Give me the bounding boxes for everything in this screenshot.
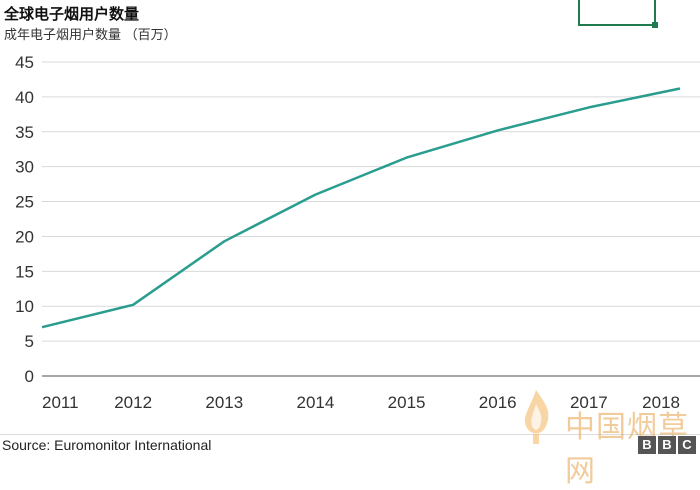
bbc-letter: B xyxy=(658,436,676,454)
x-tick-label: 2015 xyxy=(388,393,426,412)
x-tick-label: 2013 xyxy=(205,393,243,412)
y-tick-label: 5 xyxy=(25,332,34,351)
x-tick-label: 2014 xyxy=(297,393,335,412)
y-tick-label: 30 xyxy=(15,158,34,177)
x-tick-label: 2012 xyxy=(114,393,152,412)
y-tick-label: 0 xyxy=(25,367,34,386)
series-line xyxy=(42,89,680,328)
y-tick-label: 35 xyxy=(15,123,34,142)
y-tick-label: 40 xyxy=(15,88,34,107)
y-tick-labels: 0 5 10 15 20 25 30 35 40 45 xyxy=(15,53,34,386)
x-tick-label: 2011 xyxy=(42,393,79,412)
bbc-letter: B xyxy=(638,436,656,454)
bbc-letter: C xyxy=(678,436,696,454)
y-tick-label: 45 xyxy=(15,53,34,72)
watermark-flame-icon xyxy=(516,386,556,446)
grid-layer xyxy=(42,62,700,376)
line-chart: 0 5 10 15 20 25 30 35 40 45 2011 2012 2013 2014 2015 2… xyxy=(0,0,700,456)
bbc-logo: B B C xyxy=(638,436,696,454)
y-tick-label: 10 xyxy=(15,297,34,316)
x-tick-label: 2016 xyxy=(479,393,517,412)
y-tick-label: 20 xyxy=(15,227,34,246)
y-tick-label: 25 xyxy=(15,193,34,212)
series-layer xyxy=(42,88,680,327)
y-tick-label: 15 xyxy=(15,262,34,281)
source-note: Source: Euromonitor International xyxy=(2,437,211,453)
